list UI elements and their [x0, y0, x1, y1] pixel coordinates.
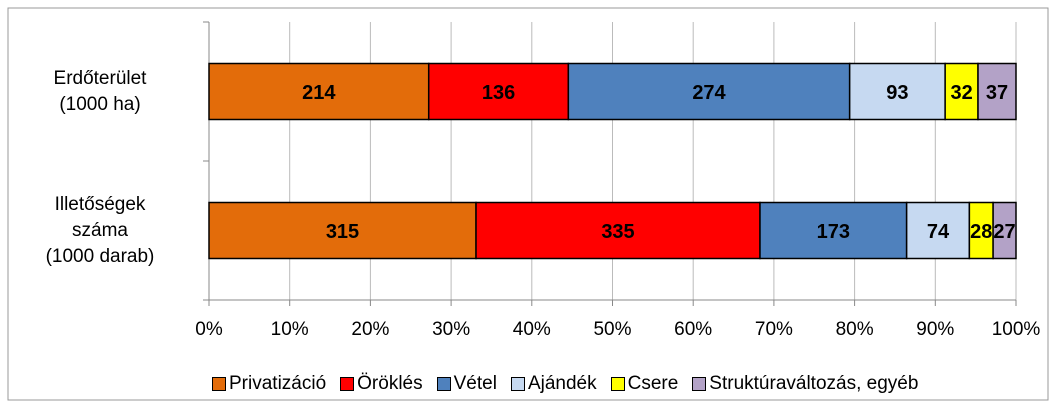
- legend-item: Vétel: [436, 373, 497, 395]
- legend-label: Struktúraváltozás, egyéb: [709, 373, 919, 394]
- value-label: 136: [482, 82, 515, 104]
- legend-swatch: [692, 377, 707, 391]
- value-label: 335: [601, 221, 634, 243]
- legend-label: Öröklés: [357, 373, 423, 394]
- x-tick-label: 90%: [916, 319, 954, 340]
- x-tick-label: 0%: [195, 319, 223, 340]
- value-label: 27: [993, 221, 1015, 243]
- legend-swatch: [212, 377, 226, 391]
- legend-item: Ajándék: [510, 373, 597, 395]
- value-label: 28: [970, 221, 992, 243]
- bar-segment: [992, 201, 1017, 260]
- value-label: 173: [817, 221, 850, 243]
- value-label: 74: [927, 221, 950, 243]
- x-tick-label: 100%: [992, 319, 1041, 340]
- frame: [7, 7, 1049, 401]
- x-tick-label: 30%: [432, 319, 470, 340]
- legend-swatch: [340, 377, 355, 391]
- x-tick-label: 80%: [836, 319, 874, 340]
- legend-swatch: [610, 377, 625, 391]
- bar-segment: [905, 201, 971, 260]
- legend-item: Struktúraváltozás, egyéb: [692, 373, 918, 395]
- x-tick-label: 40%: [513, 319, 551, 340]
- x-tick-label: 20%: [351, 319, 389, 340]
- bar-segment: [208, 62, 430, 121]
- legend-item: Privatizáció: [212, 373, 326, 395]
- legend: Privatizáció Öröklés Vétel Ajándék Csere Stru…: [212, 373, 918, 395]
- value-label: 315: [326, 221, 359, 243]
- value-label: 37: [986, 82, 1008, 104]
- category-label: Illetőségek száma (1000 darab): [45, 193, 155, 267]
- x-tick-label: 10%: [271, 319, 309, 340]
- legend-item: Csere: [610, 373, 679, 395]
- x-tick-label: 70%: [755, 319, 793, 340]
- value-label: 93: [886, 82, 908, 104]
- category-label: Erdőterület (1000 ha): [53, 67, 147, 115]
- x-tick-label: 60%: [674, 319, 712, 340]
- value-label: 274: [692, 82, 726, 104]
- legend-swatch: [510, 377, 525, 391]
- bar-segment: [208, 201, 477, 260]
- legend-item: Öröklés: [340, 373, 423, 395]
- bar-segment: [944, 62, 979, 121]
- legend-label: Vétel: [453, 373, 497, 394]
- bar-segment: [567, 62, 851, 121]
- legend-label: Csere: [627, 373, 679, 394]
- value-label: 214: [302, 82, 336, 104]
- legend-label: Privatizáció: [229, 373, 327, 394]
- x-tick-label: 50%: [593, 319, 631, 340]
- legend-swatch: [436, 377, 451, 391]
- value-label: 32: [950, 82, 972, 104]
- bar-segment: [977, 62, 1017, 121]
- legend-label: Ajándék: [527, 373, 597, 394]
- bar-segment: [475, 201, 761, 260]
